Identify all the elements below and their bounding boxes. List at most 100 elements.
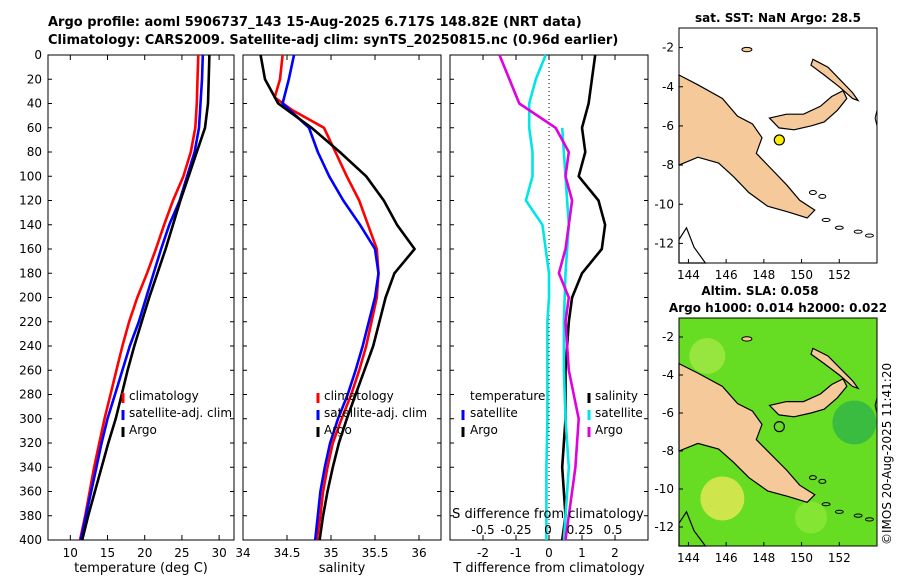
top-axis-tick-label: -0.5 (471, 523, 494, 537)
temp-series-satellite-adj-clim (79, 54, 205, 541)
top-axis-label: S difference from climatology (452, 507, 644, 522)
sst-lat-tick-label: -2 (662, 41, 674, 55)
depth-tick-label: 60 (27, 121, 42, 135)
sla-lat-tick-label: -2 (662, 330, 674, 344)
depth-tick-label: 380 (19, 509, 42, 523)
sla-land-louisiade (834, 509, 844, 514)
top-axis-tick-label: 0 (544, 523, 552, 537)
sst-land-louisiade (853, 229, 863, 234)
sla-land-louisiade (821, 502, 831, 507)
legend-label-diff-s: Argo (595, 423, 623, 437)
sst-argo-float-marker (773, 134, 785, 146)
legend-label-diff-t: temperature (470, 389, 545, 403)
sla-lat-tick-label: -4 (662, 368, 674, 382)
sst-map-title: sat. SST: NaN Argo: 28.5 (695, 11, 861, 25)
sal-xtick-label: 35.5 (362, 546, 389, 560)
diff-series-salinity-argo (498, 54, 581, 541)
temp-series-argo (80, 54, 211, 541)
figure-title: Argo profile: aoml 5906737_143 15-Aug-20… (48, 15, 582, 30)
sla-land-manus (741, 336, 753, 342)
legend-label-diff-s: salinity (595, 389, 638, 403)
depth-tick-label: 260 (19, 363, 42, 377)
temp-xtick-label: 15 (100, 546, 115, 560)
sla-lon-tick-label: 144 (677, 551, 700, 565)
sla-anomaly-patch (700, 476, 745, 521)
sla-map-subtitle: Argo h1000: 0.014 h2000: 0.022 (669, 301, 887, 315)
depth-tick-label: 40 (27, 97, 42, 111)
sst-land-louisiade (864, 233, 874, 238)
sla-land-louisiade (864, 517, 874, 522)
sst-land-new-britain (768, 89, 848, 131)
depth-tick-label: 0 (34, 48, 42, 62)
sla-map-frame (678, 317, 878, 547)
legend-label-temp: Argo (129, 423, 157, 437)
sla-lat-tick-label: -8 (662, 444, 674, 458)
depth-tick-label: 220 (19, 315, 42, 329)
top-axis-tick-label: -0.25 (500, 523, 531, 537)
depth-tick-label: 20 (27, 72, 42, 86)
imos-timestamp: ©IMOS 20-Aug-2025 11:41:20 (880, 362, 894, 545)
figure-subtitle: Climatology: CARS2009. Satellite-adj cli… (48, 33, 619, 48)
legend-label-diff-t: satellite (470, 406, 518, 420)
temp-xtick-label: 30 (211, 546, 226, 560)
sla-land-bougainville (874, 397, 878, 414)
sst-land-new-guinea (678, 74, 816, 219)
diff-series-salinity-satellite (560, 127, 571, 541)
sla-lon-tick-label: 146 (715, 551, 738, 565)
diff-xlabel: T difference from climatology (452, 561, 645, 576)
depth-tick-label: 400 (19, 533, 42, 547)
depth-tick-label: 320 (19, 436, 42, 450)
temp-xtick-label: 25 (174, 546, 189, 560)
sst-lon-tick-label: 144 (677, 268, 700, 282)
depth-tick-label: 300 (19, 412, 42, 426)
legend-label-temp: climatology (129, 389, 199, 403)
temp-xtick-label: 20 (137, 546, 152, 560)
sst-land-louisiade (834, 225, 844, 230)
sst-lon-tick-label: 150 (790, 268, 813, 282)
diff-series-temperature-satellite (524, 54, 551, 540)
sst-lat-tick-label: -6 (662, 119, 674, 133)
sla-lon-tick-label: 150 (790, 551, 813, 565)
sla-land-dentrecasteaux (818, 478, 827, 484)
legend-label-diff-s: satellite (595, 406, 643, 420)
sst-land-manus (741, 46, 753, 53)
temp-xtick-label: 10 (63, 546, 78, 560)
top-axis-tick-label: 0.25 (567, 523, 594, 537)
sla-map-title: Altim. SLA: 0.058 (701, 284, 818, 298)
diff-xtick-label: 0 (545, 546, 553, 560)
sla-lon-tick-label: 148 (752, 551, 775, 565)
temp-series-climatology (78, 54, 200, 541)
diff-xtick-label: 2 (611, 546, 619, 560)
diff-series-temperature-argo (560, 54, 607, 541)
sal-axes-frame (242, 54, 442, 541)
sst-lat-tick-label: -12 (654, 236, 674, 250)
sla-lat-tick-label: -6 (662, 406, 674, 420)
depth-tick-label: 140 (19, 218, 42, 232)
sla-lat-tick-label: -12 (654, 520, 674, 534)
sal-xtick-label: 36 (411, 546, 426, 560)
sst-lat-tick-label: -8 (662, 158, 674, 172)
sst-lon-tick-label: 146 (715, 268, 738, 282)
sla-land-new-britain (768, 377, 848, 418)
sst-lon-tick-label: 152 (828, 268, 851, 282)
sst-lat-tick-label: -10 (654, 197, 674, 211)
legend-label-sal: climatology (324, 389, 394, 403)
sal-xtick-label: 34 (235, 546, 250, 560)
sla-anomaly-patch (832, 400, 877, 445)
sla-map: 144 146 148 150 152 -2 -4 -6 -8 -10 -12 (654, 317, 878, 565)
sla-land-new-ireland (810, 347, 860, 390)
sst-land-bougainville (874, 110, 878, 127)
temp-xlabel: temperature (deg C) (74, 561, 208, 576)
sal-xtick-label: 35 (323, 546, 338, 560)
sst-land-new-ireland (810, 58, 860, 102)
sst-lat-tick-label: -4 (662, 80, 674, 94)
diff-xtick-label: 1 (578, 546, 586, 560)
legend-label-temp: satellite-adj. clim (129, 406, 232, 420)
sst-map: 144 146 148 150 152 -2 -4 -6 -8 -10 -12 (654, 27, 878, 282)
sla-land-louisiade (853, 513, 863, 518)
top-axis-tick-label: 0.5 (603, 523, 622, 537)
sst-land-dentrecasteaux (808, 190, 817, 195)
diff-xtick-label: -2 (477, 546, 489, 560)
sal-series-argo (259, 54, 416, 541)
